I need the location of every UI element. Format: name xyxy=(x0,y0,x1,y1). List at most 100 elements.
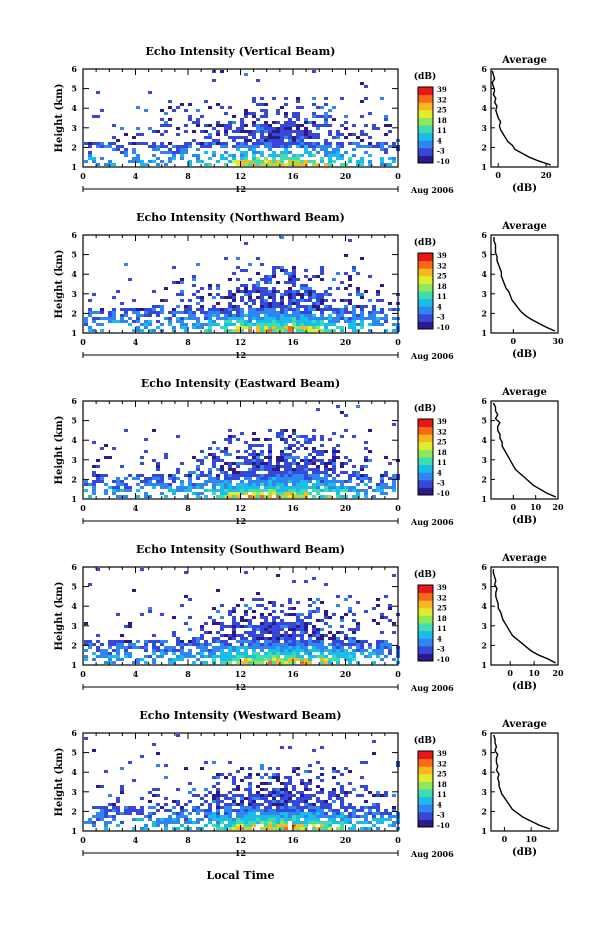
heatmap-cell xyxy=(216,649,220,652)
heatmap-cell xyxy=(296,157,300,160)
heatmap-cell xyxy=(108,794,112,797)
heatmap-cell xyxy=(276,139,280,142)
heatmap-cell xyxy=(284,305,288,308)
heatmap-cell xyxy=(328,661,332,664)
heatmap-cell xyxy=(84,160,88,163)
heatmap-cell xyxy=(376,317,380,320)
heatmap-cell xyxy=(304,782,308,785)
heatmap-cell xyxy=(312,649,316,652)
heatmap-cell xyxy=(364,761,368,764)
heatmap-cell xyxy=(360,293,364,296)
heatmap-cell xyxy=(240,462,244,465)
heatmap-cell xyxy=(152,794,156,797)
heatmap-cell xyxy=(180,157,184,160)
heatmap-cell xyxy=(296,112,300,115)
heatmap-cell xyxy=(268,124,272,127)
heatmap-cell xyxy=(316,305,320,308)
heatmap-cell xyxy=(212,761,216,764)
heatmap-cell xyxy=(248,776,252,779)
heatmap-cell xyxy=(92,471,96,474)
heatmap-cell xyxy=(160,474,164,477)
heatmap-cell xyxy=(340,827,344,830)
heatmap-cell xyxy=(180,604,184,607)
colorbar-swatch xyxy=(418,94,433,103)
heatmap-cell xyxy=(276,631,280,634)
heatmap-cell xyxy=(160,160,164,163)
heatmap-cell xyxy=(356,145,360,148)
heatmap-cell xyxy=(272,821,276,824)
heatmap-cell xyxy=(272,776,276,779)
heatmap-cell xyxy=(196,154,200,157)
heatmap-cell xyxy=(252,483,256,486)
heatmap-cell xyxy=(236,450,240,453)
heatmap-cell xyxy=(124,477,128,480)
heatmap-cell xyxy=(184,489,188,492)
heatmap-cell xyxy=(260,827,264,830)
heatmap-cell xyxy=(272,788,276,791)
heatmap-cell xyxy=(164,821,168,824)
heatmap-cell xyxy=(276,574,280,577)
heatmap-cell xyxy=(340,824,344,827)
heatmap-cell xyxy=(208,474,212,477)
heatmap-cell xyxy=(228,610,232,613)
x-tick-label: 4 xyxy=(133,669,139,679)
heatmap-cell xyxy=(316,296,320,299)
heatmap-cell xyxy=(120,791,124,794)
y-tick-label: 2 xyxy=(71,142,77,152)
heatmap-cell xyxy=(228,652,232,655)
heatmap-cell xyxy=(320,779,324,782)
heatmap-cell xyxy=(148,91,152,94)
heatmap-cell xyxy=(100,480,104,483)
heatmap-cell xyxy=(356,142,360,145)
heatmap-cell xyxy=(244,649,248,652)
heatmap-cell xyxy=(340,326,344,329)
heatmap-cell xyxy=(340,619,344,622)
heatmap-cell xyxy=(352,308,356,311)
heatmap-cell xyxy=(392,329,396,332)
heatmap-cell xyxy=(108,486,112,489)
profile-line xyxy=(493,734,551,830)
heatmap-cell xyxy=(208,145,212,148)
heatmap-cell xyxy=(312,115,316,118)
heatmap-cell xyxy=(276,640,280,643)
heatmap-cell xyxy=(300,284,304,287)
heatmap-cell xyxy=(340,818,344,821)
heatmap-cell xyxy=(272,305,276,308)
heatmap-cell xyxy=(248,480,252,483)
heatmap-cell xyxy=(228,637,232,640)
heatmap-cell xyxy=(332,809,336,812)
heatmap-cell xyxy=(276,112,280,115)
heatmap-cell xyxy=(228,812,232,815)
heatmap-cell xyxy=(308,652,312,655)
heatmap-cell xyxy=(196,640,200,643)
profile-y-tick-label: 6 xyxy=(481,230,487,240)
heatmap-cell xyxy=(312,477,316,480)
heatmap-cell xyxy=(180,145,184,148)
heatmap-cell xyxy=(224,450,228,453)
heatmap-cell xyxy=(260,302,264,305)
heatmap-cell xyxy=(336,643,340,646)
heatmap-cell xyxy=(260,462,264,465)
heatmap-cell xyxy=(92,480,96,483)
heatmap-cell xyxy=(284,812,288,815)
heatmap-cell xyxy=(292,160,296,163)
heatmap-cell xyxy=(140,314,144,317)
heatmap-cell xyxy=(288,625,292,628)
heatmap-cell xyxy=(248,646,252,649)
heatmap-cell xyxy=(136,329,140,332)
heatmap-cell xyxy=(292,311,296,314)
heatmap-cell xyxy=(268,305,272,308)
heatmap-cell xyxy=(288,142,292,145)
heatmap-cell xyxy=(228,438,232,441)
heatmap-cell xyxy=(304,649,308,652)
heatmap-cell xyxy=(200,803,204,806)
heatmap-cell xyxy=(96,815,100,818)
heatmap-cell xyxy=(168,818,172,821)
heatmap-cell xyxy=(376,809,380,812)
heatmap-cell xyxy=(380,818,384,821)
heatmap-cell xyxy=(188,598,192,601)
heatmap-cell xyxy=(268,495,272,498)
heatmap-cell xyxy=(300,625,304,628)
heatmap-cell xyxy=(340,791,344,794)
heatmap-cell xyxy=(376,643,380,646)
